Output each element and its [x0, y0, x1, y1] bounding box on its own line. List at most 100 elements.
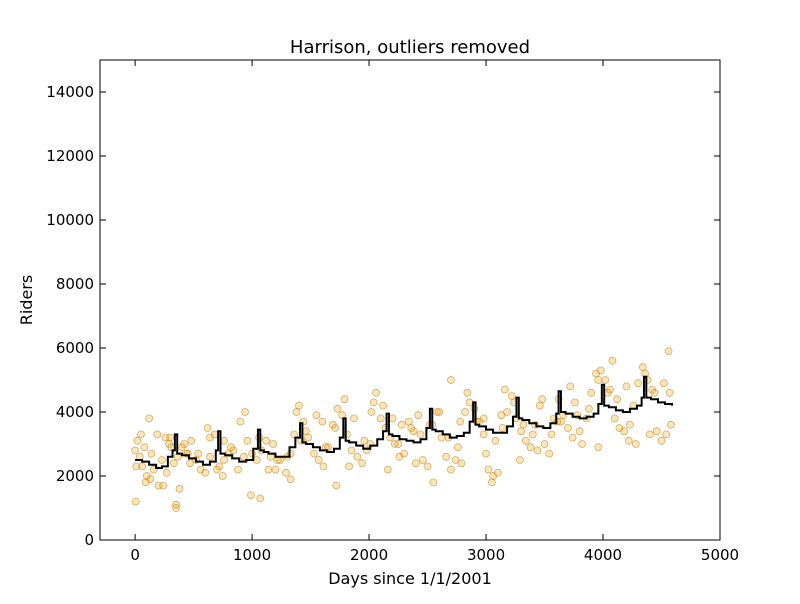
- y-tick-label: 12000: [46, 147, 94, 165]
- data-point: [137, 430, 145, 439]
- chart-title: Harrison, outliers removed: [290, 37, 530, 58]
- data-point: [545, 449, 554, 458]
- data-point: [376, 414, 385, 423]
- data-point: [292, 408, 301, 416]
- data-point: [657, 436, 666, 445]
- data-point: [206, 433, 214, 442]
- data-point: [218, 472, 227, 480]
- data-point: [498, 424, 507, 432]
- data-point: [516, 456, 524, 464]
- data-point: [234, 465, 242, 474]
- data-point: [626, 420, 634, 429]
- data-point: [187, 436, 196, 445]
- data-point: [220, 456, 228, 464]
- data-point: [310, 449, 318, 458]
- data-point: [262, 436, 271, 445]
- data-point: [645, 430, 654, 439]
- data-point: [429, 478, 438, 487]
- data-point: [423, 462, 432, 471]
- data-point: [220, 436, 228, 445]
- data-point: [369, 398, 378, 407]
- data-point: [638, 363, 647, 372]
- data-point: [236, 417, 245, 426]
- data-point: [318, 417, 327, 426]
- data-point: [594, 376, 603, 384]
- data-point: [138, 462, 147, 471]
- data-point: [345, 462, 354, 471]
- data-point: [463, 388, 472, 397]
- data-point: [624, 436, 633, 445]
- data-point: [140, 443, 149, 452]
- data-point: [575, 427, 584, 436]
- data-point: [360, 436, 369, 445]
- data-point: [264, 465, 273, 474]
- data-point: [131, 446, 139, 455]
- data-point: [479, 430, 488, 439]
- data-point: [186, 459, 194, 468]
- data-point: [158, 456, 166, 464]
- data-point: [507, 392, 516, 400]
- data-point: [528, 430, 537, 439]
- y-tick-label: 6000: [56, 339, 94, 357]
- trend-line: [135, 375, 674, 469]
- data-point: [141, 478, 150, 487]
- data-point: [665, 388, 674, 397]
- data-point: [650, 388, 659, 397]
- data-point: [372, 388, 380, 397]
- y-tick-label: 10000: [46, 211, 94, 229]
- data-point: [585, 404, 593, 413]
- data-point: [442, 452, 451, 461]
- data-point: [194, 449, 203, 458]
- data-point: [526, 443, 535, 452]
- data-point: [131, 497, 140, 506]
- data-point: [538, 395, 547, 404]
- data-point: [407, 424, 416, 432]
- data-point: [594, 443, 603, 452]
- data-point: [493, 468, 502, 477]
- data-point: [269, 440, 278, 448]
- data-point: [587, 388, 596, 397]
- data-point: [241, 408, 249, 416]
- data-point: [613, 395, 621, 404]
- data-point: [519, 420, 528, 429]
- data-point: [447, 465, 455, 474]
- data-point: [652, 427, 661, 436]
- data-point: [533, 446, 542, 455]
- data-point: [491, 436, 500, 445]
- data-point: [294, 401, 303, 410]
- data-point: [312, 411, 321, 420]
- data-point: [659, 379, 668, 388]
- data-point: [203, 424, 212, 432]
- data-point: [347, 446, 356, 455]
- data-point: [666, 420, 675, 429]
- data-point: [456, 417, 465, 426]
- data-point: [252, 456, 261, 464]
- data-point: [484, 465, 493, 474]
- data-point: [213, 465, 221, 474]
- data-point: [169, 459, 178, 468]
- data-point: [411, 459, 420, 468]
- data-point: [304, 433, 313, 442]
- data-point: [447, 376, 455, 384]
- data-point: [383, 465, 392, 474]
- data-point: [159, 481, 168, 490]
- data-point: [620, 427, 628, 436]
- data-point: [414, 411, 423, 420]
- data-point: [451, 456, 460, 464]
- data-point: [418, 456, 427, 464]
- data-point: [132, 462, 141, 471]
- data-point: [601, 376, 610, 384]
- data-point: [256, 494, 265, 503]
- data-point: [397, 420, 406, 429]
- y-axis-label: Riders: [17, 275, 36, 325]
- data-point: [571, 398, 579, 407]
- x-tick-label: 4000: [584, 546, 622, 564]
- data-point: [206, 452, 214, 461]
- data-point: [470, 404, 479, 413]
- x-axis: 0 1000 2000 3000 4000 5000: [130, 60, 739, 564]
- data-point: [239, 452, 248, 461]
- data-point: [247, 491, 255, 500]
- data-point: [521, 436, 530, 445]
- y-axis: 0 2000 4000 6000 8000 10000 12000 14000: [46, 83, 720, 549]
